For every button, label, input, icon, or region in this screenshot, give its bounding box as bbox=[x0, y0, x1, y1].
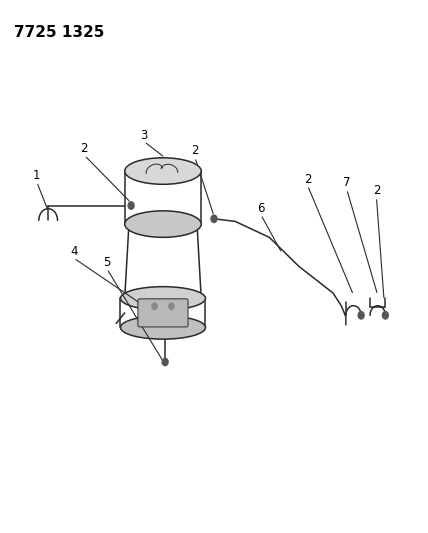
Text: 7: 7 bbox=[343, 176, 351, 189]
Circle shape bbox=[152, 303, 157, 310]
Text: 6: 6 bbox=[257, 201, 265, 215]
Ellipse shape bbox=[125, 211, 201, 237]
Text: 5: 5 bbox=[103, 256, 110, 269]
Text: 2: 2 bbox=[304, 173, 311, 185]
FancyBboxPatch shape bbox=[138, 299, 188, 327]
Circle shape bbox=[211, 215, 217, 222]
Text: 2: 2 bbox=[373, 184, 380, 197]
Text: 2: 2 bbox=[191, 144, 199, 157]
Circle shape bbox=[358, 312, 364, 319]
Text: 2: 2 bbox=[80, 142, 88, 155]
Circle shape bbox=[162, 358, 168, 366]
Ellipse shape bbox=[120, 287, 205, 310]
Text: 1: 1 bbox=[33, 169, 40, 182]
Text: 7725 1325: 7725 1325 bbox=[14, 25, 104, 41]
Ellipse shape bbox=[120, 316, 205, 339]
Text: 3: 3 bbox=[140, 128, 148, 141]
Circle shape bbox=[128, 202, 134, 209]
Text: 4: 4 bbox=[70, 245, 77, 258]
Circle shape bbox=[169, 303, 174, 310]
Circle shape bbox=[382, 312, 388, 319]
Ellipse shape bbox=[125, 158, 201, 184]
